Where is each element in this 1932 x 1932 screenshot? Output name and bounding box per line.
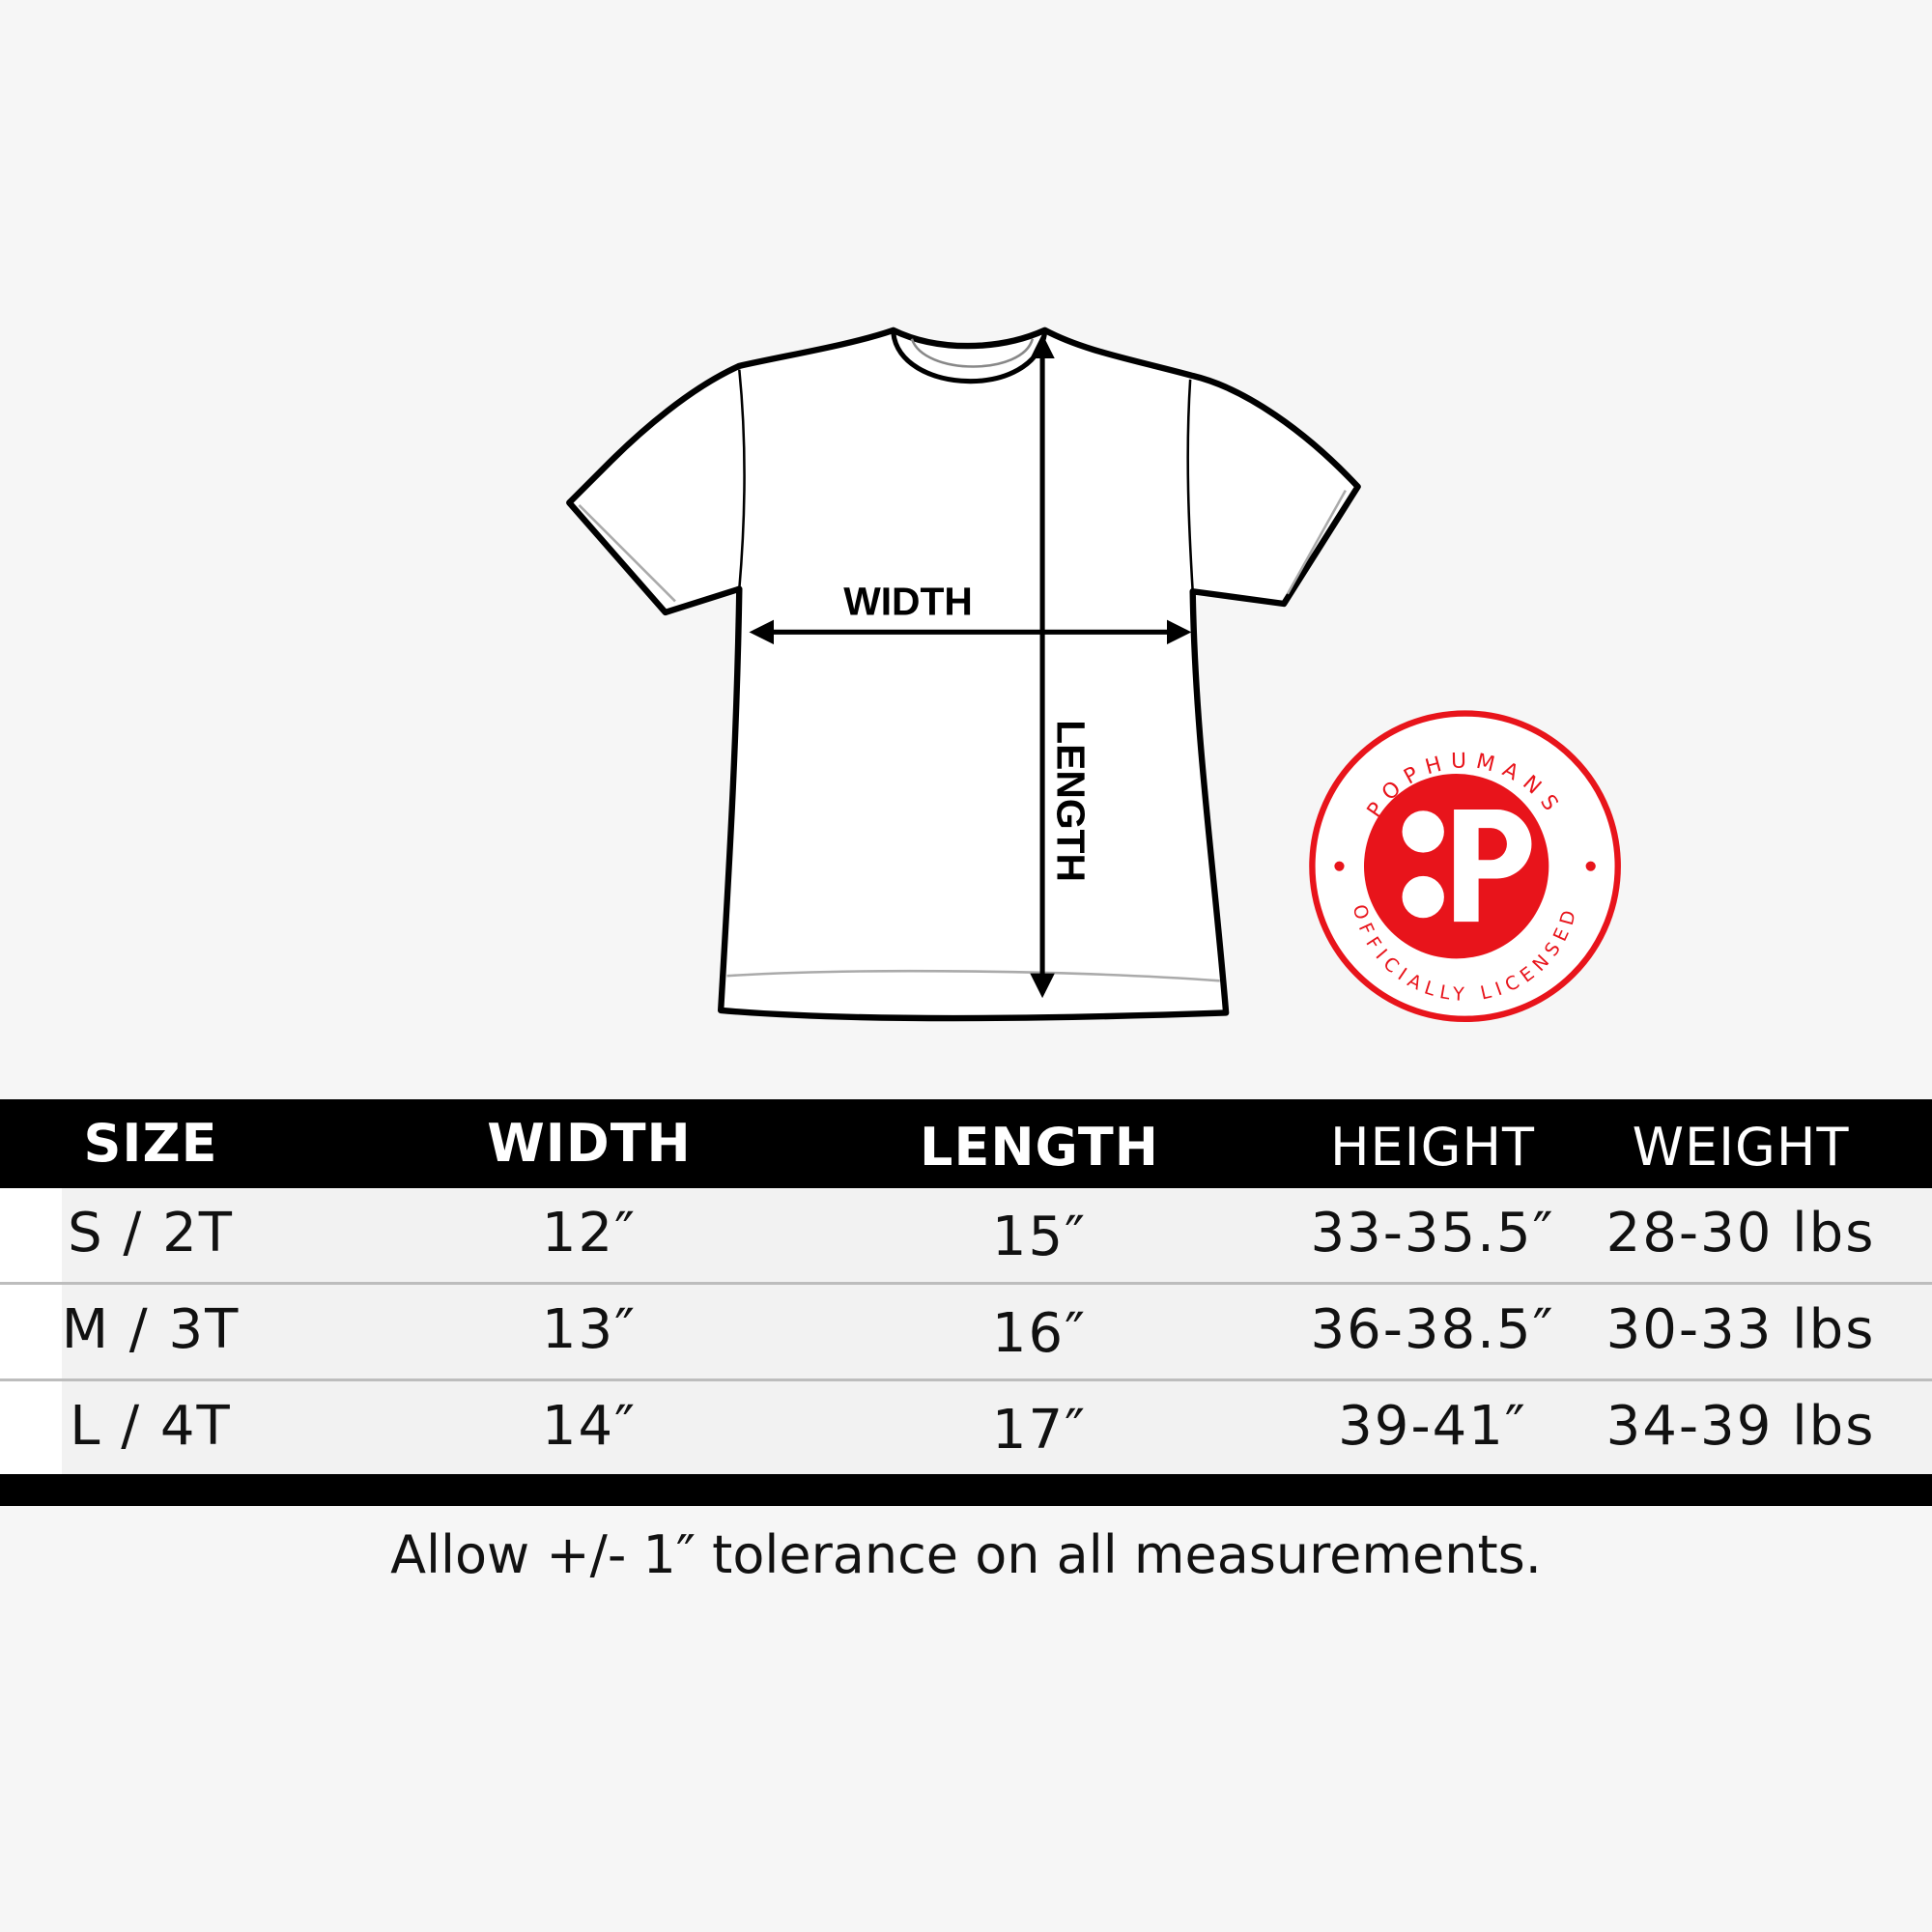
cell-height: 36-38.5″ <box>1310 1298 1555 1361</box>
header-length: LENGTH <box>920 1117 1159 1178</box>
width-label: WIDTH <box>843 579 973 623</box>
cell-size: S / 2T <box>68 1202 234 1264</box>
cell-width: 13″ <box>541 1298 638 1361</box>
header-height: HEIGHT <box>1329 1117 1536 1178</box>
cell-weight: 30-33 lbs <box>1605 1298 1876 1361</box>
cell-size: L / 4T <box>70 1395 232 1458</box>
cell-size: M / 3T <box>61 1298 241 1361</box>
cell-height: 39-41″ <box>1338 1395 1527 1458</box>
table-bottom-bar <box>0 1474 1932 1506</box>
table-row: S / 2T 12″ 15″ 33-35.5″ 28-30 lbs <box>0 1188 1932 1285</box>
header-width: WIDTH <box>487 1113 692 1174</box>
table-row: L / 4T 14″ 17″ 39-41″ 34-39 lbs <box>0 1381 1932 1474</box>
cell-height: 33-35.5″ <box>1310 1202 1555 1264</box>
cell-length: 17″ <box>991 1399 1088 1462</box>
officially-licensed-logo: POPHUMANS OFFICIALLY LICENSED <box>1309 710 1621 1023</box>
cell-length: 16″ <box>991 1302 1088 1365</box>
cell-width: 12″ <box>541 1202 638 1264</box>
cell-weight: 28-30 lbs <box>1605 1202 1876 1264</box>
length-label: LENGTH <box>1048 720 1093 882</box>
tolerance-note: Allow +/- 1″ tolerance on all measuremen… <box>390 1524 1542 1585</box>
cell-length: 15″ <box>991 1206 1088 1268</box>
tshirt-outline <box>566 327 1361 1022</box>
header-weight: WEIGHT <box>1632 1117 1850 1178</box>
cell-width: 14″ <box>541 1395 638 1458</box>
header-size: SIZE <box>83 1113 218 1174</box>
size-table-header: SIZE WIDTH LENGTH HEIGHT WEIGHT <box>0 1099 1932 1188</box>
table-row: M / 3T 13″ 16″ 36-38.5″ 30-33 lbs <box>0 1285 1932 1381</box>
cell-weight: 34-39 lbs <box>1605 1395 1876 1458</box>
